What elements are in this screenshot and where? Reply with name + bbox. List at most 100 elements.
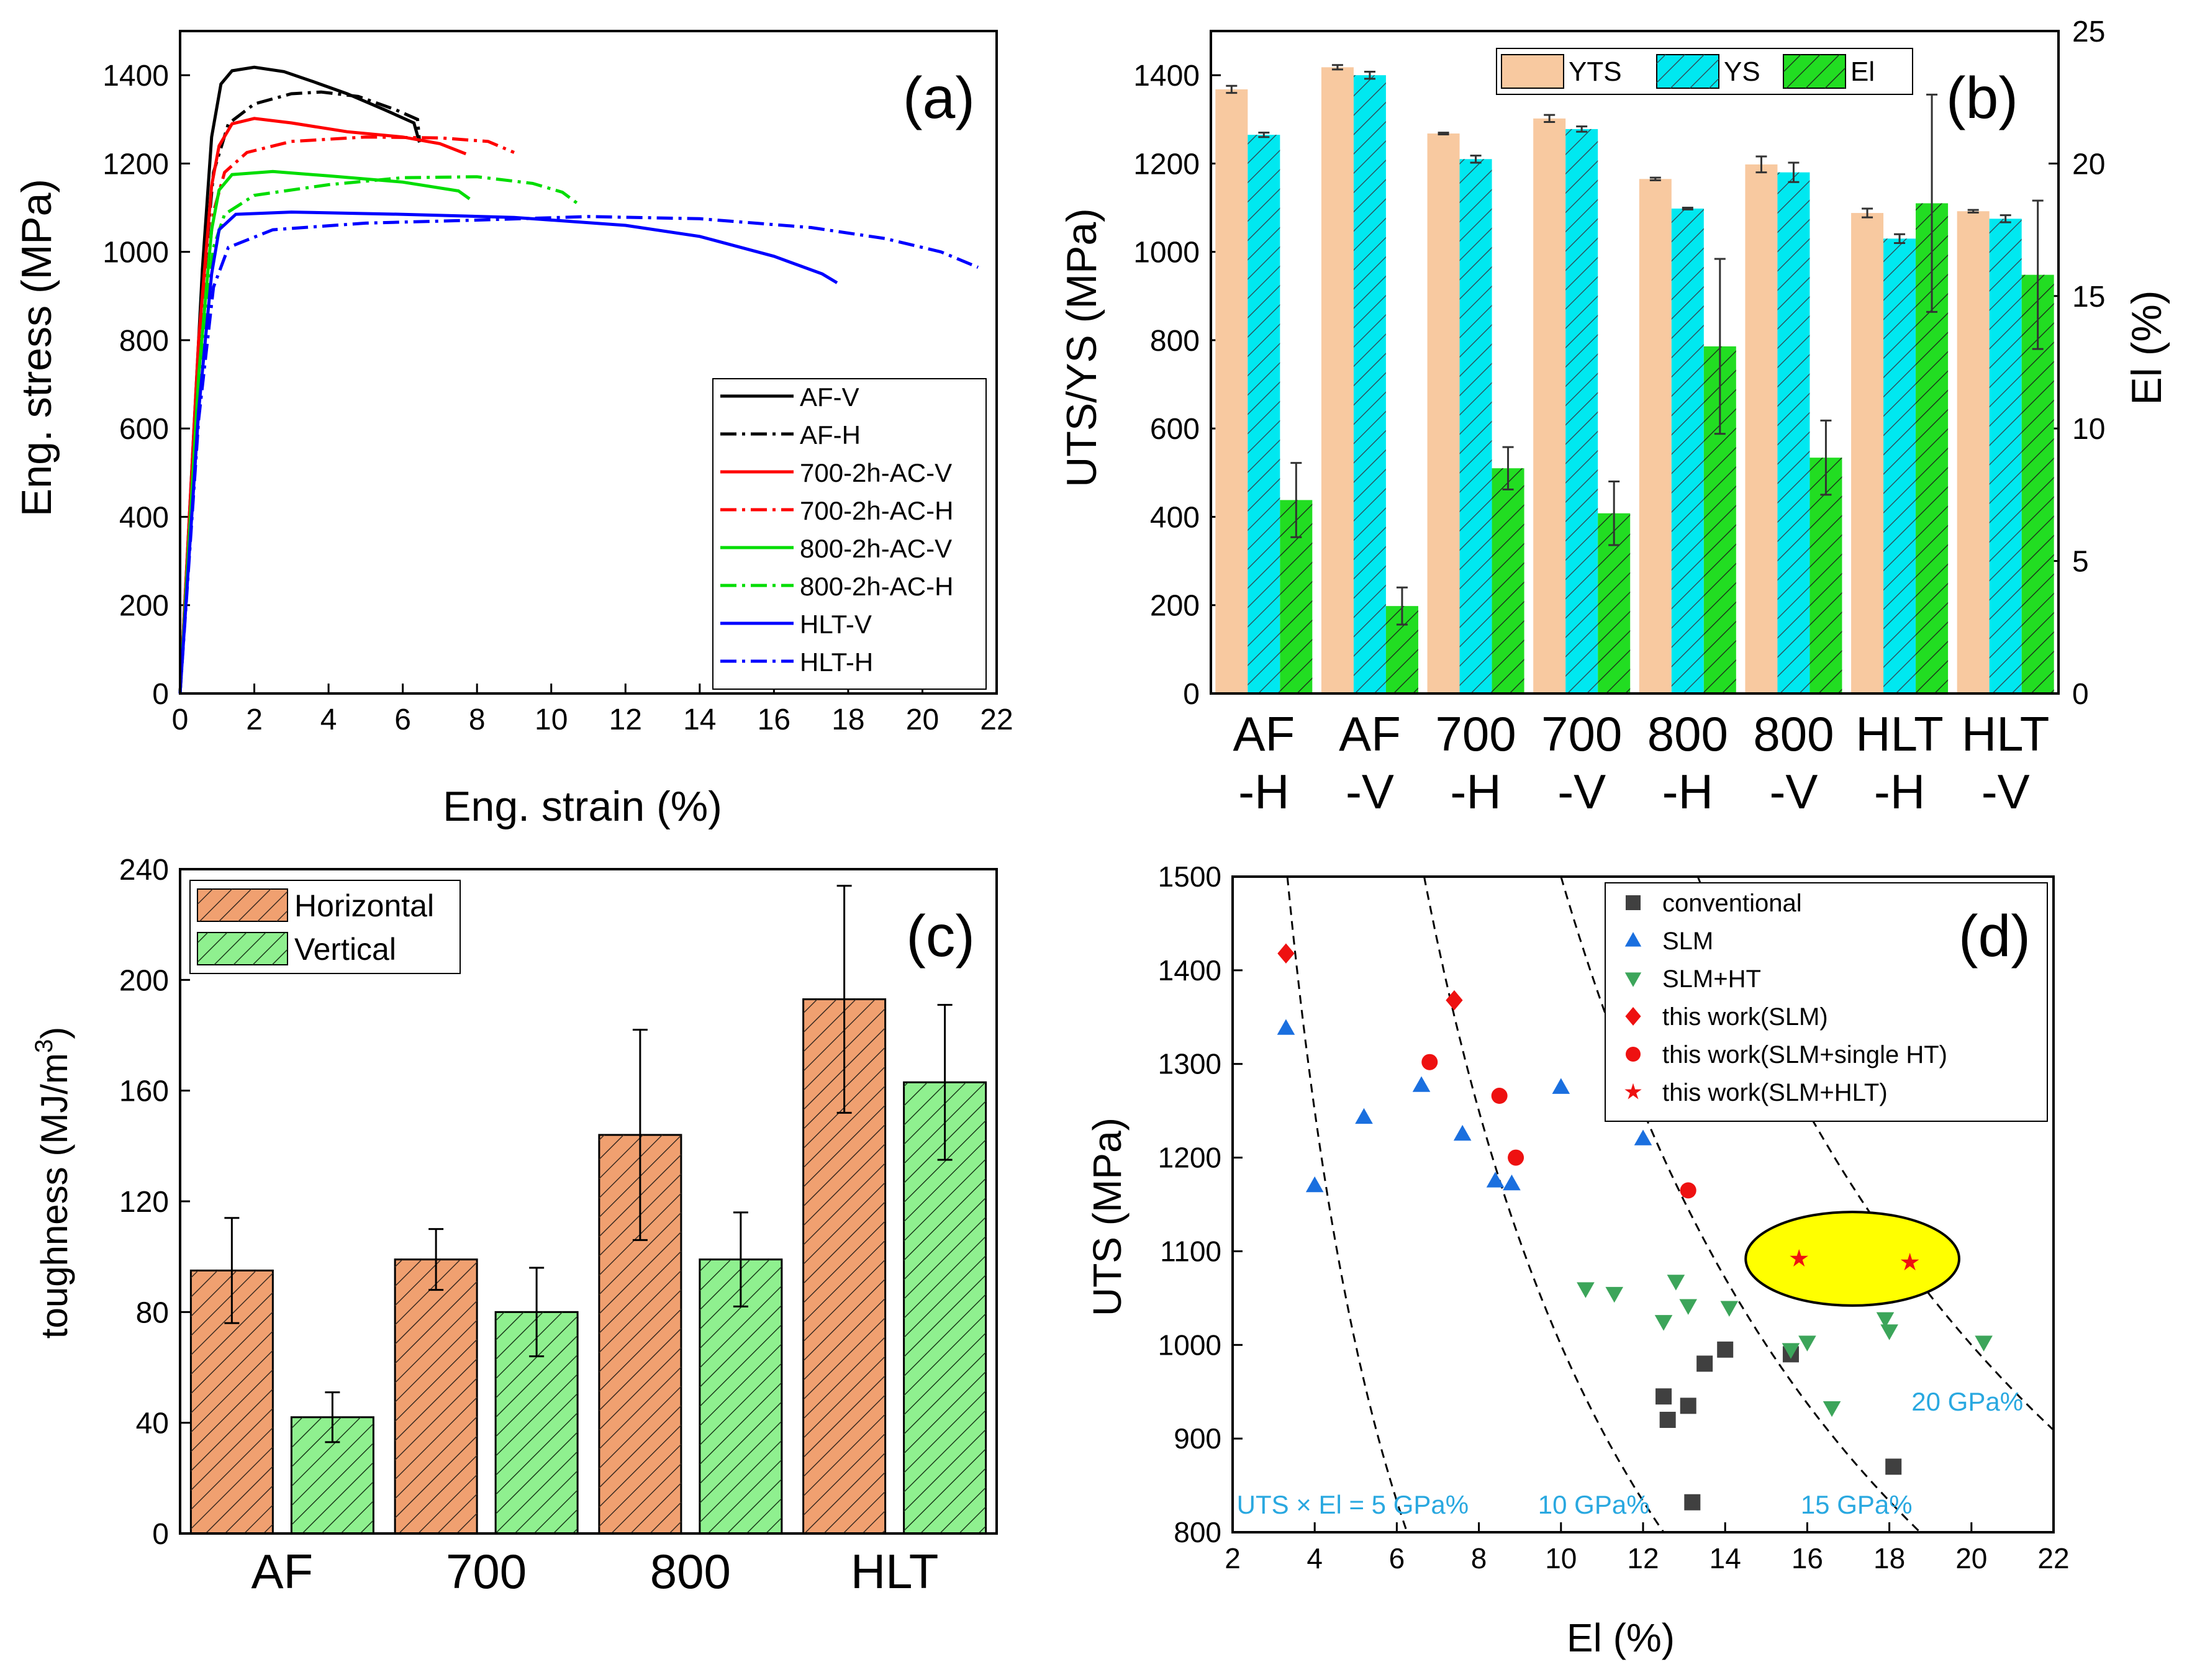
c-x-tick-label: HLT: [851, 1544, 939, 1599]
d-point-slm: [1305, 1176, 1324, 1193]
a-y-tick-label: 1200: [102, 148, 169, 181]
b-x-tick-label: -H: [1662, 764, 1713, 819]
d-point-conventional: [1717, 1341, 1734, 1358]
d-y-tick-label: 1500: [1158, 860, 1221, 893]
d-point-this-work-slm-single-ht: [1491, 1088, 1508, 1104]
b-plot-area: 02004006008001000120014000510152025AF-HA…: [1133, 16, 2105, 819]
d-point-slm-ht: [1667, 1275, 1685, 1291]
b-bar-hatch: [1565, 129, 1598, 693]
d-legend-label: this work(SLM): [1662, 1003, 1828, 1031]
d-point-slm: [1412, 1076, 1431, 1092]
d-y-tick-label: 800: [1174, 1516, 1221, 1548]
d-y-axis-label: UTS (MPa): [1085, 1118, 1130, 1316]
b-panel-label: (b): [1946, 65, 2018, 131]
c-plot-area: 0 40 80 120 160 200 240 AF 700 800 HLT Horizontal Ve…: [119, 854, 998, 1599]
d-y-tick-label: 1000: [1158, 1329, 1221, 1361]
c-y-axis-label-end: ): [34, 1027, 75, 1039]
d-x-tick-label: 10: [1545, 1542, 1577, 1574]
b-bar-yts: [1745, 164, 1778, 694]
b-y-tick-label: 400: [1150, 501, 1200, 534]
b-bar-hatch: [1883, 238, 1916, 693]
d-x-tick-label: 12: [1627, 1542, 1659, 1574]
b-bar-yts: [1215, 89, 1248, 693]
d-point-slm: [1355, 1108, 1373, 1124]
a-panel-label: (a): [903, 65, 975, 131]
d-y-tick-label: 1300: [1158, 1048, 1221, 1080]
d-point-slm: [1486, 1172, 1505, 1188]
b-x-tick-label: HLT: [1855, 707, 1944, 761]
d-legend-marker: [1624, 932, 1642, 947]
d-iso-label: UTS × El = 5 GPa%: [1237, 1490, 1469, 1519]
a-x-tick-label: 12: [609, 703, 642, 736]
b-legend-label: YS: [1724, 56, 1760, 87]
d-point-slm: [1453, 1124, 1472, 1141]
d-point-this-work-slm-single-ht: [1680, 1182, 1696, 1199]
b-y-tick-label: 800: [1150, 325, 1200, 358]
a-legend-label: HLT-H: [800, 648, 873, 677]
b-x-tick-label: 700: [1435, 707, 1516, 761]
d-legend-marker: [1626, 895, 1641, 910]
b-legend-swatch-hatch: [1783, 55, 1846, 88]
a-y-tick-label: 400: [119, 501, 169, 534]
d-x-tick-label: 22: [2037, 1542, 2069, 1574]
a-axes-frame: [179, 30, 998, 695]
b-axes-frame: [1210, 30, 2060, 695]
d-point-slm-ht: [1880, 1324, 1898, 1340]
c-x-tick-label: 700: [446, 1544, 527, 1599]
b-y-tick-label: 200: [1150, 590, 1200, 623]
a-series-af-v: [178, 65, 421, 694]
b-y2-tick-label: 15: [2072, 281, 2105, 314]
d-x-axis-label: El (%): [1567, 1615, 1675, 1660]
panel-b: 02004006008001000120014000510152025AF-HA…: [1058, 16, 2170, 819]
b-legend-label: El: [1850, 56, 1875, 87]
b-bar-yts: [1321, 67, 1354, 693]
d-point-slm-ht: [1577, 1282, 1595, 1298]
b-bar-hatch: [1459, 159, 1492, 694]
a-x-tick-label: 10: [535, 703, 568, 736]
d-iso-curve: [1286, 876, 1408, 1533]
b-y-tick-label: 600: [1150, 413, 1200, 446]
d-iso-curve: [1423, 876, 1665, 1533]
b-x-tick-label: 800: [1753, 707, 1834, 761]
d-point-slm-ht: [1654, 1315, 1673, 1331]
a-y-tick-label: 600: [119, 413, 169, 446]
d-legend-label: this work(SLM+HLT): [1662, 1079, 1888, 1106]
d-point-slm: [1552, 1078, 1570, 1094]
d-legend-label: SLM: [1662, 928, 1713, 955]
d-x-tick-label: 8: [1471, 1542, 1487, 1574]
d-legend-label: this work(SLM+single HT): [1662, 1041, 1947, 1068]
b-legend-swatch: [1501, 54, 1564, 89]
panel-c: 0 40 80 120 160 200 240 AF 700 800 HLT Horizontal Ve…: [30, 854, 998, 1599]
a-y-axis-label: Eng. stress (MPa): [13, 179, 60, 517]
a-y-tick-label: 200: [119, 590, 169, 623]
d-point-conventional: [1696, 1355, 1713, 1372]
b-bar-yts: [1851, 213, 1884, 693]
c-y-tick-label: 0: [152, 1518, 169, 1551]
a-series-hlt-v: [178, 210, 838, 694]
b-y2-tick-label: 25: [2072, 16, 2105, 48]
a-y-tick-label: 800: [119, 325, 169, 358]
b-bar-hatch: [1809, 458, 1842, 693]
b-x-tick-label: 700: [1541, 707, 1622, 761]
panel-d: 2 4 6 8 10 12 14 16 18 20 22 800 900 1000 1100 1200 1300…: [1085, 860, 2070, 1660]
c-y-axis-label-sup: 3: [30, 1039, 58, 1053]
a-x-tick-label: 4: [320, 703, 337, 736]
c-legend-label: Vertical: [294, 932, 396, 967]
c-bar-hatch: [395, 1259, 478, 1533]
a-plot-area: 0 2 4 6 8 10 12 14 16 18 20 22 0 200 400 600 800 1000 1200…: [102, 30, 1013, 736]
a-x-tick-label: 6: [394, 703, 411, 736]
d-point-slm-ht: [1679, 1299, 1698, 1315]
b-legend-label: YTS: [1569, 56, 1622, 87]
c-x-tick-label: AF: [251, 1544, 314, 1599]
d-iso-curve: [1560, 876, 1921, 1533]
a-x-axis-label: Eng. strain (%): [443, 783, 722, 830]
a-series-700-2h-ac-v: [178, 117, 467, 694]
b-y-tick-label: 1000: [1133, 237, 1200, 269]
b-legend-swatch-hatch: [1657, 55, 1719, 88]
c-y-axis-label-main: toughness (MJ/m: [34, 1053, 75, 1339]
a-series-af-h: [178, 90, 421, 694]
d-point-conventional: [1655, 1388, 1672, 1405]
c-y-tick-label: 240: [119, 854, 169, 887]
d-legend-label: SLM+HT: [1662, 965, 1761, 993]
